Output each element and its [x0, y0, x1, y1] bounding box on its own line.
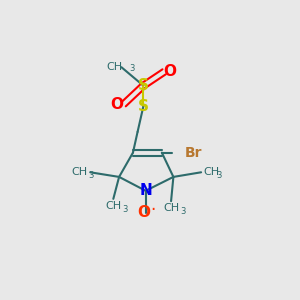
Text: O: O — [164, 64, 176, 79]
Text: ·: · — [150, 201, 155, 219]
Text: CH: CH — [163, 203, 179, 214]
Text: O: O — [137, 205, 150, 220]
Text: CH: CH — [106, 62, 122, 72]
Text: 3: 3 — [216, 171, 221, 180]
Text: CH: CH — [105, 201, 122, 211]
Text: 3: 3 — [129, 64, 134, 73]
Text: 3: 3 — [88, 171, 94, 180]
Text: Br: Br — [185, 146, 203, 160]
Text: 3: 3 — [122, 205, 128, 214]
Text: S: S — [138, 78, 149, 93]
Text: O: O — [110, 97, 123, 112]
Text: CH: CH — [72, 167, 88, 177]
Text: 3: 3 — [180, 207, 185, 216]
Text: S: S — [138, 99, 149, 114]
Text: CH: CH — [203, 167, 220, 177]
Text: N: N — [139, 183, 152, 198]
